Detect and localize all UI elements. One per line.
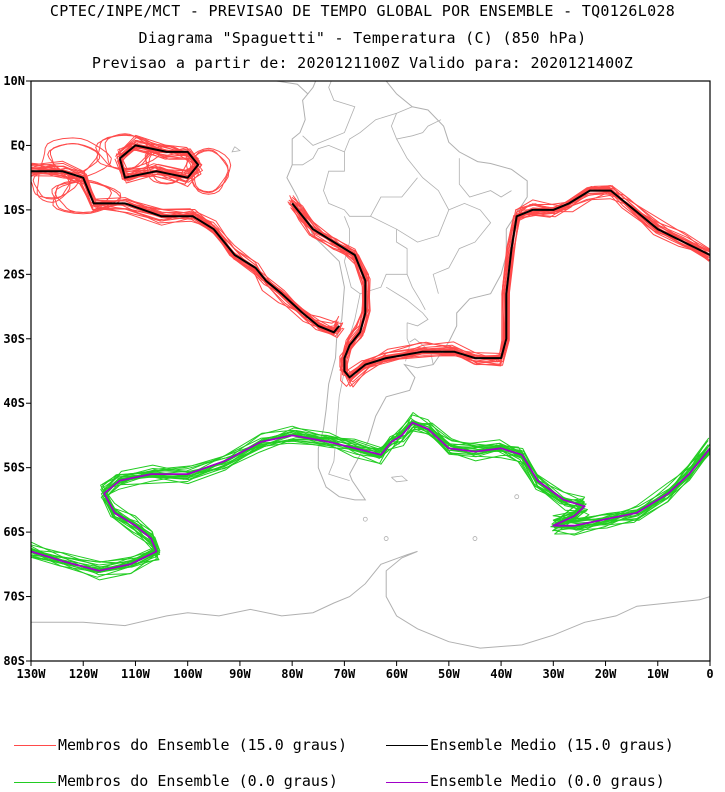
spaghetti-chart: 130W 120W 110W 100W 90W 80W 70W 60W 50W 40W 30W 20W… bbox=[3, 74, 714, 681]
plot-frame bbox=[30, 80, 711, 662]
ensemble-member-line bbox=[47, 142, 99, 174]
legend-label-green-members: Membros do Ensemble (0.0 graus) bbox=[58, 772, 338, 790]
y-axis: 10N EQ 10S 20S 30S 40S 50S 60S 70S 80S bbox=[3, 74, 31, 668]
legend-label-black-mean: Ensemble Medio (15.0 graus) bbox=[430, 736, 674, 754]
south-america-coastline bbox=[286, 81, 528, 501]
island bbox=[362, 516, 368, 522]
country-border bbox=[458, 158, 512, 198]
y-tick-label: EQ bbox=[11, 138, 25, 152]
ensemble-member-line bbox=[31, 417, 710, 578]
country-border bbox=[396, 138, 450, 243]
y-tick-label: 60S bbox=[3, 525, 25, 539]
x-tick-label: 30W bbox=[542, 667, 564, 681]
legend-swatch-purple-mean bbox=[386, 782, 428, 783]
ensemble-member-line bbox=[31, 172, 338, 334]
legend-swatch-red-members bbox=[14, 745, 56, 746]
ensemble-members bbox=[31, 133, 710, 581]
ensemble-member-line bbox=[31, 169, 344, 332]
x-tick-label: 80W bbox=[281, 667, 303, 681]
ensemble-member-line bbox=[31, 414, 710, 576]
x-tick-label: 110W bbox=[121, 667, 151, 681]
ensemble-member-line bbox=[31, 172, 340, 335]
ensemble-member-line bbox=[288, 187, 710, 376]
legend-label-purple-mean: Ensemble Medio (0.0 graus) bbox=[430, 772, 665, 790]
falklands bbox=[391, 475, 409, 483]
country-border bbox=[432, 202, 492, 294]
ensemble-member-line bbox=[95, 134, 155, 170]
x-tick-label: 130W bbox=[17, 667, 47, 681]
country-border bbox=[370, 177, 418, 217]
y-tick-label: 10N bbox=[3, 74, 25, 88]
ensemble-member-line bbox=[50, 143, 101, 174]
ensemble-mean-0-line bbox=[31, 421, 710, 572]
country-border bbox=[302, 81, 356, 146]
country-border bbox=[328, 293, 361, 481]
ensemble-member-line bbox=[185, 147, 232, 195]
y-tick-label: 80S bbox=[3, 654, 25, 668]
y-tick-label: 40S bbox=[3, 396, 25, 410]
x-tick-label: 40W bbox=[490, 667, 512, 681]
island bbox=[472, 536, 478, 541]
ensemble-member-line bbox=[31, 160, 340, 328]
ensemble-mean-15-line bbox=[31, 170, 340, 334]
ensemble-member-line bbox=[96, 134, 160, 170]
country-border bbox=[323, 106, 413, 295]
x-tick-label: 50W bbox=[438, 667, 460, 681]
ensemble-member-line bbox=[31, 428, 707, 563]
ensemble-member-line bbox=[31, 163, 343, 325]
x-tick-label: 100W bbox=[173, 667, 203, 681]
country-border bbox=[292, 144, 345, 166]
island bbox=[383, 536, 389, 541]
legend-label-red-members: Membros do Ensemble (15.0 graus) bbox=[58, 736, 347, 754]
ensemble-mean-15-line bbox=[291, 189, 710, 379]
y-tick-label: 30S bbox=[3, 332, 25, 346]
ensemble-member-line bbox=[36, 165, 71, 203]
x-tick-label: 10W bbox=[647, 667, 669, 681]
chart-title-line-1: CPTEC/INPE/MCT - PREVISAO DE TEMPO GLOBA… bbox=[49, 2, 676, 20]
ensemble-member-line bbox=[51, 180, 122, 214]
ensemble-member-line bbox=[118, 149, 200, 181]
ensemble-member-line bbox=[40, 137, 112, 180]
ensemble-member-line bbox=[32, 425, 710, 568]
ensemble-member-line bbox=[33, 168, 338, 335]
ensemble-member-line bbox=[121, 146, 197, 179]
chart-title-line-2: Diagrama "Spaguetti" - Temperatura (C) (… bbox=[138, 29, 587, 47]
y-tick-label: 70S bbox=[3, 590, 25, 604]
x-tick-label: 60W bbox=[386, 667, 408, 681]
ensemble-mean-15-line bbox=[118, 144, 200, 179]
ensemble-member-line bbox=[31, 419, 710, 573]
country-border bbox=[390, 113, 442, 140]
ensemble-member-line bbox=[31, 423, 709, 568]
island bbox=[514, 494, 520, 500]
x-tick-label: 120W bbox=[69, 667, 99, 681]
country-border bbox=[385, 286, 429, 327]
y-tick-label: 20S bbox=[3, 267, 25, 281]
y-tick-label: 50S bbox=[3, 461, 25, 475]
ensemble-member-line bbox=[118, 134, 199, 188]
galapagos bbox=[231, 146, 241, 153]
legend-swatch-black-mean bbox=[386, 745, 428, 746]
antarctica-coastline bbox=[31, 550, 710, 649]
country-border bbox=[406, 274, 426, 310]
chart-title-line-3: Previsao a partir de: 2020121100Z Valido… bbox=[91, 54, 634, 72]
y-tick-label: 10S bbox=[3, 203, 25, 217]
ensemble-member-line bbox=[32, 428, 710, 569]
x-tick-label: 70W bbox=[334, 667, 356, 681]
ensemble-member-line bbox=[146, 150, 192, 179]
ensemble-means bbox=[31, 144, 710, 572]
x-tick-label: 0 bbox=[706, 667, 713, 681]
legend-swatch-green-members bbox=[14, 782, 56, 783]
x-tick-label: 90W bbox=[229, 667, 251, 681]
ensemble-member-line bbox=[52, 179, 121, 215]
central-america-coastline bbox=[275, 81, 309, 95]
ensemble-member-line bbox=[144, 145, 194, 185]
x-tick-label: 20W bbox=[595, 667, 617, 681]
x-axis: 130W 120W 110W 100W 90W 80W 70W 60W 50W 40W 30W 20W… bbox=[17, 661, 714, 681]
